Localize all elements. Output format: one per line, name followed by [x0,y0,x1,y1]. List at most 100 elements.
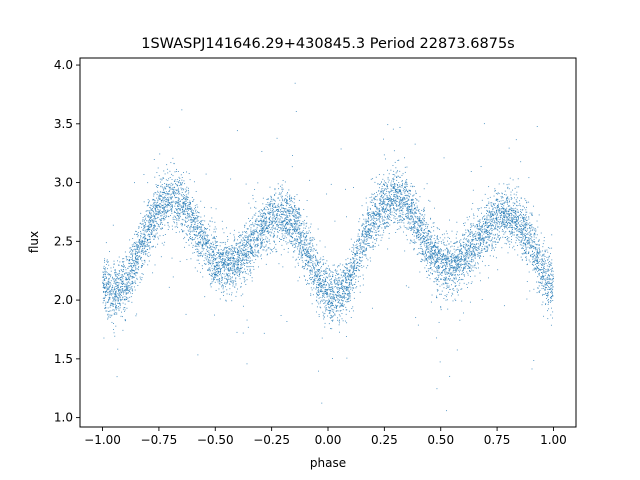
data-point [425,264,427,266]
data-point [473,246,475,248]
data-point [214,273,216,275]
data-point [254,223,256,225]
data-point [144,225,146,227]
data-point [219,283,221,285]
data-point [312,257,314,259]
data-point [119,289,121,290]
data-point [373,199,375,201]
data-point [386,224,388,226]
data-point [519,230,521,232]
data-point [227,239,229,240]
data-point [443,270,445,272]
data-point [317,294,319,295]
data-point [245,248,246,250]
data-point [378,225,380,227]
data-point [141,264,142,266]
data-point [475,231,477,233]
data-point [216,267,218,269]
data-point [493,229,495,230]
data-point [438,259,440,261]
data-point [289,221,291,223]
data-point [194,221,196,223]
data-point [348,271,350,273]
data-point [330,297,332,299]
data-point [422,217,424,219]
data-point [391,204,393,206]
data-point [438,281,440,283]
data-point [173,190,175,192]
data-point [175,216,177,218]
data-point [121,283,122,285]
data-point [374,221,376,223]
data-point [284,181,286,183]
data-point [263,215,265,217]
data-point [289,200,291,202]
data-point [444,237,446,239]
data-point [269,202,271,204]
data-point [182,202,184,204]
data-point [337,280,338,282]
data-point [380,191,382,193]
data-point [319,261,321,263]
data-point [327,302,329,304]
data-point [253,262,255,263]
data-point [278,227,279,229]
data-point [249,236,251,237]
data-point [320,274,322,276]
data-point [390,212,392,214]
data-point [134,233,136,235]
data-point [389,208,391,210]
data-point [190,202,191,204]
data-point [227,257,229,259]
data-point [485,246,487,248]
data-point [244,231,246,233]
data-point [428,246,430,248]
data-point [463,242,465,243]
data-point [277,213,279,215]
data-point [357,249,359,251]
data-point [218,255,220,257]
data-point [329,317,331,318]
data-point [246,269,248,271]
data-point [216,271,218,273]
data-point [209,269,211,270]
data-point [369,197,371,199]
data-point [293,223,295,225]
data-point [427,235,429,237]
data-point [460,288,462,290]
data-point [391,201,393,203]
data-point [508,220,510,222]
data-point [400,219,402,221]
data-point [283,237,285,239]
data-point [172,219,174,221]
data-point [124,303,126,305]
data-point [213,271,215,273]
data-point [276,214,278,216]
data-point [421,227,423,229]
data-point [436,259,438,261]
data-point [399,190,401,192]
data-point [367,228,369,230]
data-point [309,254,311,256]
data-point [462,233,464,235]
data-point [386,188,388,190]
data-point [203,243,205,245]
data-point [306,283,307,285]
data-point [165,204,167,206]
data-point [232,285,234,287]
data-point [102,297,104,299]
data-point [379,214,381,216]
data-point [467,251,469,253]
data-point [150,218,151,220]
data-point [214,226,216,228]
data-point [388,205,390,207]
data-point [139,255,141,257]
data-point [147,214,149,216]
data-point [430,251,432,252]
data-point [549,278,551,280]
data-point [358,253,360,255]
data-point [168,203,170,205]
data-point [433,262,435,264]
data-point [307,263,309,265]
data-point [294,239,296,241]
